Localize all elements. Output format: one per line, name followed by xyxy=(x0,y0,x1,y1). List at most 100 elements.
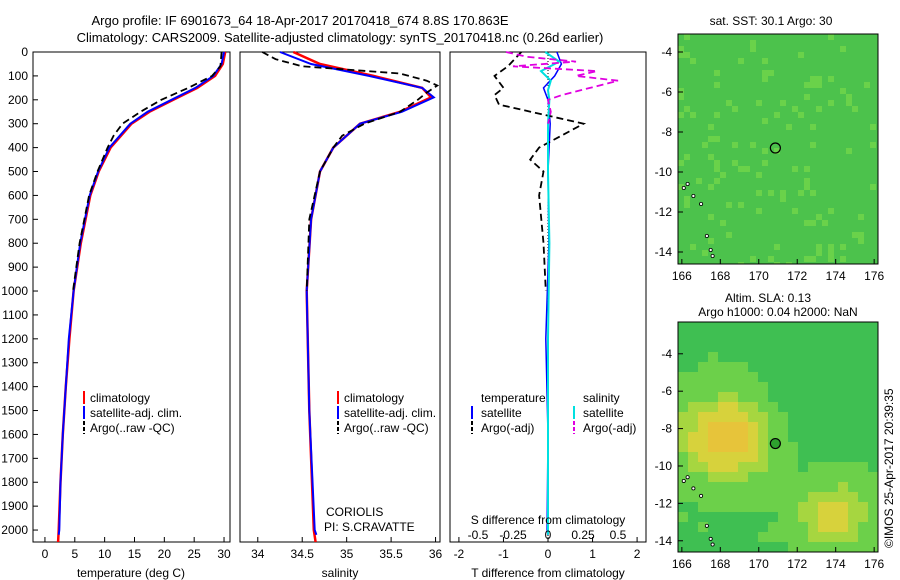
sst-cell xyxy=(684,226,690,232)
sst-cell xyxy=(810,82,816,88)
sla-cell xyxy=(688,322,698,332)
sst-cell xyxy=(756,214,762,220)
sst-cell xyxy=(810,136,816,142)
sla-cell xyxy=(768,372,778,382)
sst-cell xyxy=(870,190,876,196)
sla-cell xyxy=(708,382,718,392)
sst-cell xyxy=(774,40,780,46)
sst-cell xyxy=(738,46,744,52)
sst-cell xyxy=(816,118,822,124)
sst-cell xyxy=(864,58,870,64)
sla-cell xyxy=(688,402,698,412)
sst-cell xyxy=(834,262,840,264)
sst-cell xyxy=(846,262,852,264)
sst-cell xyxy=(834,214,840,220)
sst-cell xyxy=(828,148,834,154)
sst-cell xyxy=(732,46,738,52)
sst-cell xyxy=(828,256,834,262)
t-difference-tick-label: -2 xyxy=(454,547,465,561)
sst-cell xyxy=(684,184,690,190)
salinity-x-tick-label: 35 xyxy=(340,547,354,561)
sla-cell xyxy=(858,442,868,452)
sst-cell xyxy=(744,154,750,160)
temperature-x-tick-label: 0 xyxy=(42,547,49,561)
sst-cell xyxy=(834,226,840,232)
sla-cell xyxy=(768,342,778,352)
sst-cell xyxy=(852,106,858,112)
sla-cell xyxy=(798,422,808,432)
sst-cell xyxy=(786,208,792,214)
sst-cell xyxy=(810,238,816,244)
sst-cell xyxy=(786,148,792,154)
sst-cell xyxy=(684,70,690,76)
sla-cell xyxy=(708,442,718,452)
sst-cell xyxy=(858,208,864,214)
sla-cell xyxy=(698,492,708,502)
sst-cell xyxy=(822,226,828,232)
sst-cell xyxy=(702,106,708,112)
sst-cell xyxy=(714,220,720,226)
sst-cell xyxy=(780,244,786,250)
sst-cell xyxy=(846,226,852,232)
sla-cell xyxy=(768,382,778,392)
sst-cell xyxy=(684,76,690,82)
sst-cell xyxy=(864,70,870,76)
sst-cell xyxy=(780,52,786,58)
sst-cell xyxy=(810,124,816,130)
sst-cell xyxy=(864,106,870,112)
sst-cell xyxy=(714,52,720,58)
sst-cell xyxy=(810,202,816,208)
sla-cell xyxy=(738,422,748,432)
sla-cell xyxy=(688,502,698,512)
sst-cell xyxy=(822,172,828,178)
sst-cell xyxy=(804,46,810,52)
sla-cell xyxy=(778,532,788,542)
sst-cell xyxy=(696,208,702,214)
sst-cell xyxy=(714,256,720,262)
sst-cell xyxy=(714,208,720,214)
sst-cell xyxy=(696,262,702,264)
sla-cell xyxy=(768,472,778,482)
sst-cell xyxy=(678,34,684,40)
sst-cell xyxy=(846,58,852,64)
sst-cell xyxy=(798,82,804,88)
sst-cell xyxy=(702,124,708,130)
sla-cell xyxy=(678,342,688,352)
sst-cell xyxy=(762,226,768,232)
sst-cell xyxy=(744,118,750,124)
sst-cell xyxy=(792,238,798,244)
sst-cell xyxy=(774,100,780,106)
salinity-x-tick-label: 36 xyxy=(429,547,443,561)
sst-cell xyxy=(828,226,834,232)
sla-cell xyxy=(728,442,738,452)
sst-cell xyxy=(822,208,828,214)
sst-cell xyxy=(750,46,756,52)
sla-map-axes: 166 168 170 172 174 176-4-6-8-10-12-14 xyxy=(655,347,885,571)
sst-cell xyxy=(858,160,864,166)
sst-cell xyxy=(846,244,852,250)
sla-cell xyxy=(698,472,708,482)
sst-cell xyxy=(726,202,732,208)
sst-cell xyxy=(756,70,762,76)
sst-cell xyxy=(864,250,870,256)
sst-cell xyxy=(852,178,858,184)
sst-cell xyxy=(804,34,810,40)
sst-cell xyxy=(762,220,768,226)
sst-cell xyxy=(870,184,876,190)
sst-cell xyxy=(786,178,792,184)
sst-cell xyxy=(804,100,810,106)
sst-cell xyxy=(810,178,816,184)
sst-cell xyxy=(840,196,846,202)
sst-cell xyxy=(780,118,786,124)
sst-cell xyxy=(858,142,864,148)
sla-cell xyxy=(818,452,828,462)
sla-cell xyxy=(808,432,818,442)
sst-cell xyxy=(846,100,852,106)
sst-cell xyxy=(822,238,828,244)
sst-cell xyxy=(696,184,702,190)
sst-cell xyxy=(876,40,878,46)
sst-cell xyxy=(696,112,702,118)
sst-cell xyxy=(744,112,750,118)
sst-cell xyxy=(846,76,852,82)
sst-cell xyxy=(768,88,774,94)
